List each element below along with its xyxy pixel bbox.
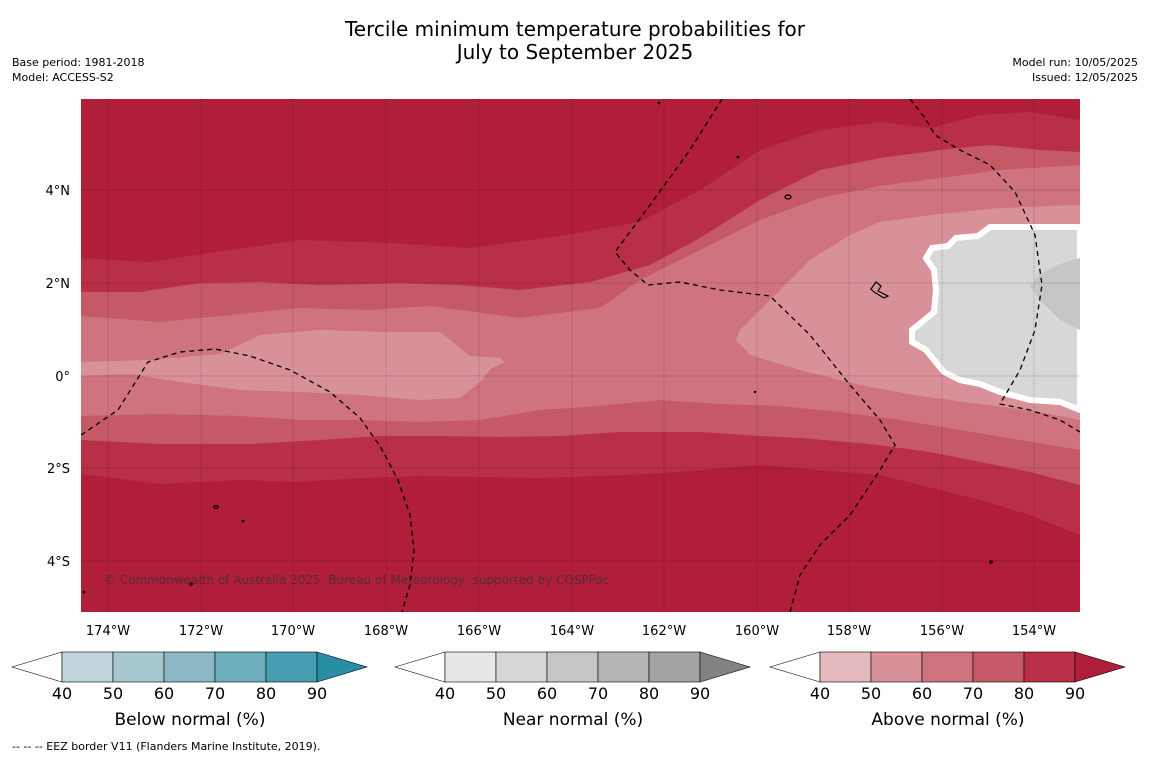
- colorbar-tick: 90: [690, 684, 710, 703]
- colorbar-tick: 40: [52, 684, 72, 703]
- lon-label: 172°W: [179, 624, 223, 639]
- lon-axis: 174°W 172°W 170°W 168°W 166°W 164°W 162°…: [86, 624, 1056, 639]
- colorbar-swatch: [819, 651, 872, 683]
- lon-label: 174°W: [86, 624, 130, 639]
- meta-right: Model run: 10/05/2025 Issued: 12/05/2025: [1012, 55, 1138, 85]
- lon-label: 162°W: [642, 624, 686, 639]
- colorbar-tick: 60: [537, 684, 557, 703]
- lon-label: 154°W: [1012, 624, 1056, 639]
- title-line-2: July to September 2025: [456, 40, 694, 64]
- lon-label: 166°W: [457, 624, 501, 639]
- colorbar-min-triangle: [10, 651, 63, 683]
- near-normal-region: [909, 224, 1080, 414]
- colorbar-swatch: [870, 651, 923, 683]
- colorbar-label: Below normal (%): [115, 710, 266, 730]
- colorbar-tick: 80: [1014, 684, 1034, 703]
- lat-label: 4°N: [46, 184, 71, 199]
- colorbar-tick: 50: [861, 684, 881, 703]
- colorbar-label: Above normal (%): [871, 710, 1024, 730]
- colorbar-tick: 40: [435, 684, 455, 703]
- chart-title: Tercile minimum temperature probabilitie…: [0, 18, 1150, 64]
- lon-label: 164°W: [550, 624, 594, 639]
- colorbar-tick: 70: [963, 684, 983, 703]
- colorbar-swatch: [61, 651, 114, 683]
- eez-footnote: -- -- -- EEZ border V11 (Flanders Marine…: [12, 740, 321, 753]
- near-normal-60-region: [1030, 258, 1080, 330]
- colorbar-tick: 90: [307, 684, 327, 703]
- colorbar-swatch: [495, 651, 548, 683]
- colorbar-above-normal: 40 50 60 70 80 90 Above normal (%): [768, 651, 1127, 730]
- colorbar-swatch: [265, 651, 318, 683]
- colorbar-tick: 60: [912, 684, 932, 703]
- colorbar-max-triangle: [1074, 651, 1127, 683]
- colorbar-below-normal: 40 50 60 70 80 90 Below normal (%): [10, 651, 369, 730]
- colorbar-min-triangle: [393, 651, 446, 683]
- colorbar-swatch: [972, 651, 1025, 683]
- colorbar-swatch: [1023, 651, 1076, 683]
- colorbar-swatch: [163, 651, 216, 683]
- colorbar-tick: 90: [1065, 684, 1085, 703]
- lat-label: 4°S: [47, 555, 70, 570]
- eez-borders: [81, 99, 1080, 612]
- colorbar-tick: 80: [639, 684, 659, 703]
- colorbar-tick: 50: [103, 684, 123, 703]
- above-normal-50-region-west: [81, 330, 505, 400]
- title-line-1: Tercile minimum temperature probabilitie…: [344, 17, 806, 41]
- lat-label: 2°S: [47, 462, 70, 477]
- colorbar-label: Near normal (%): [503, 710, 643, 730]
- colorbar-swatches: [768, 651, 1127, 683]
- lon-label: 158°W: [827, 624, 871, 639]
- colorbar-max-triangle: [316, 651, 369, 683]
- colorbar-near-normal: 40 50 60 70 80 90 Near normal (%): [393, 651, 752, 730]
- lat-label: 2°N: [46, 277, 71, 292]
- colorbar-swatch: [112, 651, 165, 683]
- colorbar-max-triangle: [699, 651, 752, 683]
- lon-label: 156°W: [920, 624, 964, 639]
- lon-label: 168°W: [364, 624, 408, 639]
- model-run: Model run: 10/05/2025: [1012, 56, 1138, 69]
- model-name: Model: ACCESS-S2: [12, 71, 114, 84]
- lon-label: 160°W: [735, 624, 779, 639]
- lat-axis: 4°N 2°N 0° 2°S 4°S: [46, 184, 71, 570]
- graticule: [81, 99, 1080, 612]
- lat-label: 0°: [55, 370, 70, 385]
- colorbar-swatches: [10, 651, 369, 683]
- colorbar-tick: 70: [205, 684, 225, 703]
- colorbar-swatch: [921, 651, 974, 683]
- colorbar-swatch: [648, 651, 701, 683]
- colorbar-tick: 40: [810, 684, 830, 703]
- colorbar-swatches: [393, 651, 752, 683]
- map-panel: © Commonwealth of Australia 2025, Bureau…: [81, 99, 1080, 612]
- colorbar-tick: 70: [588, 684, 608, 703]
- copyright-text: © Commonwealth of Australia 2025, Bureau…: [104, 573, 609, 587]
- colorbar-swatch: [444, 651, 497, 683]
- issued-date: Issued: 12/05/2025: [1031, 71, 1138, 84]
- colorbar-swatch: [546, 651, 599, 683]
- colorbar-tick: 80: [256, 684, 276, 703]
- colorbar-tick: 60: [154, 684, 174, 703]
- lon-label: 170°W: [271, 624, 315, 639]
- base-period: Base period: 1981-2018: [12, 56, 145, 69]
- colorbar-min-triangle: [768, 651, 821, 683]
- islands: [82, 101, 993, 594]
- colorbar-swatch: [597, 651, 650, 683]
- colorbar-swatch: [214, 651, 267, 683]
- colorbar-tick: 50: [486, 684, 506, 703]
- meta-left: Base period: 1981-2018 Model: ACCESS-S2: [12, 55, 144, 85]
